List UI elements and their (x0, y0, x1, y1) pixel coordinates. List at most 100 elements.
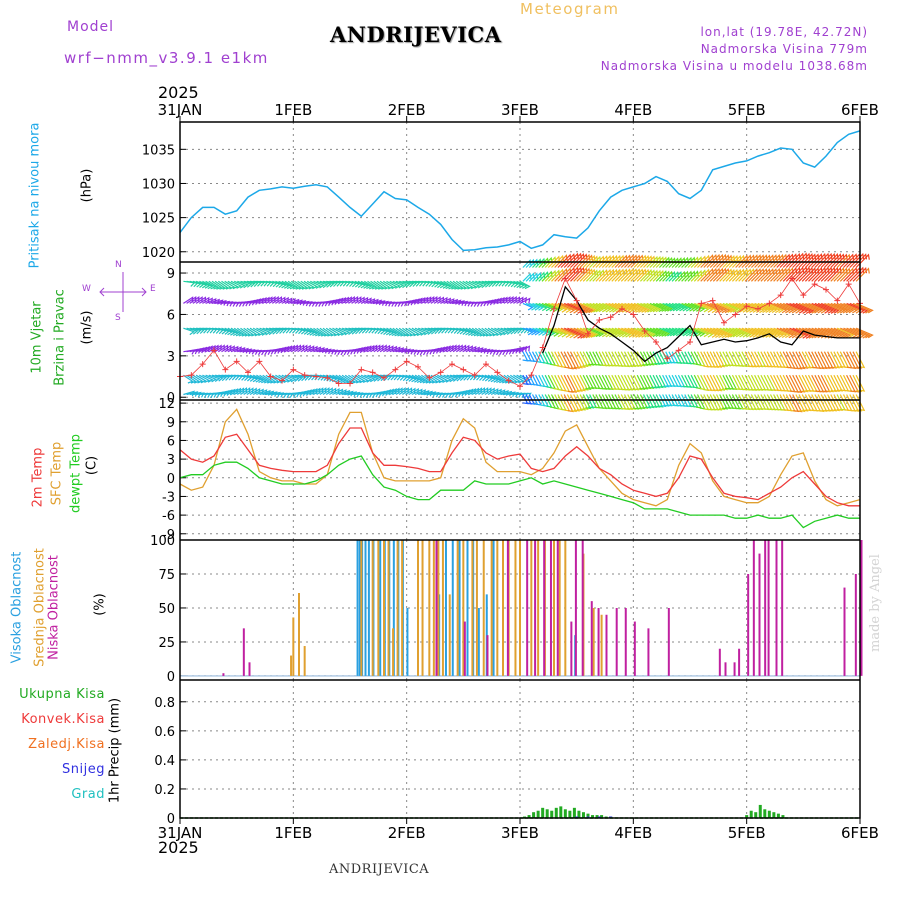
wind-speed-marker (279, 377, 285, 384)
wind-speed-marker (596, 316, 603, 323)
wind-barb (494, 327, 506, 336)
wind-speed-marker (562, 275, 569, 282)
wind-barb (443, 280, 455, 290)
wind-barb (284, 280, 296, 290)
wind-barb (677, 351, 686, 365)
wind-barb (633, 327, 651, 338)
wind-barb (338, 327, 351, 336)
wind-barb (192, 374, 204, 384)
wind-barb (348, 296, 359, 304)
wind-barb (392, 280, 405, 289)
wind-barb (373, 344, 384, 353)
wind-barb (560, 327, 580, 339)
wind-barb (595, 351, 604, 367)
wind-barb (642, 374, 652, 390)
wind-barb (208, 344, 219, 353)
wind-barb (433, 280, 446, 289)
wind-barb (503, 327, 516, 335)
wind-barb (189, 374, 201, 384)
wind-barb (675, 327, 689, 337)
wind-barb (544, 351, 553, 365)
wind-barb (319, 280, 332, 288)
cloud-ytick-label: 25 (158, 636, 175, 651)
wind-barb (208, 280, 220, 290)
wind-barb (643, 302, 659, 313)
wind-barb (449, 280, 461, 290)
wind-barb (687, 302, 702, 312)
x-date-label-bottom: 6FEB (841, 824, 879, 842)
wind-barb (789, 302, 809, 314)
wind-barb (554, 327, 572, 338)
wind-barb (646, 374, 655, 389)
wind-barb (827, 351, 837, 369)
wind-barb (395, 327, 407, 337)
wind-barb (573, 374, 583, 392)
wind-barb (357, 280, 370, 289)
wind-barb (700, 327, 718, 338)
wind-barb (268, 327, 282, 335)
wind-barb (195, 280, 208, 289)
wind-barb (833, 374, 844, 392)
wind-speed-marker (675, 347, 682, 354)
wind-speed-marker (811, 281, 818, 288)
wind-barb (430, 296, 441, 304)
wind-barb (249, 327, 261, 337)
year-top: 2025 (158, 83, 199, 102)
wind-barb (713, 302, 731, 314)
wind-speed-marker (641, 328, 648, 334)
x-date-label-bottom: 5FEB (728, 824, 766, 842)
wind-barb (662, 394, 670, 407)
wind-barb (468, 280, 481, 289)
precip-total-bar (776, 813, 780, 818)
wind-barb (265, 327, 278, 335)
wind-barb (649, 302, 665, 313)
wind-barb (576, 374, 586, 392)
wind-barb (817, 374, 828, 393)
pressure-ytick-label: 1025 (142, 212, 175, 227)
wind-barb (376, 280, 388, 290)
wind-barb (538, 374, 546, 388)
wind-barb (300, 327, 313, 336)
wind-speed-marker (415, 363, 421, 370)
wind-barb (478, 280, 491, 288)
wind-barb (398, 327, 410, 337)
wind-barb (221, 344, 232, 353)
wind-barb (715, 351, 726, 368)
wind-barb (757, 327, 775, 338)
precip-total-bar (591, 815, 595, 818)
wind-barb (544, 374, 553, 389)
wind-barb (373, 280, 385, 290)
wind-barb (728, 394, 738, 410)
wind-barb (275, 346, 287, 353)
temp-ytick-label: 9 (167, 416, 175, 431)
wind-barb (414, 327, 427, 336)
precip-total-bar (559, 806, 563, 818)
wind-barb (817, 302, 837, 314)
wind-barb (506, 327, 520, 335)
wind-barb (798, 351, 809, 369)
wind-speed-marker (777, 292, 784, 299)
wind-barb (719, 327, 736, 338)
wind-barb (303, 345, 315, 353)
wind-speed-marker (766, 300, 773, 307)
wind-barb (319, 327, 331, 337)
wind-barb (681, 374, 689, 388)
precip-total-bar (563, 809, 567, 818)
wind-barb (341, 327, 354, 335)
wind-barb (506, 296, 517, 304)
wind-barb (341, 374, 353, 384)
wind-barb (214, 344, 225, 353)
wind-barb (449, 374, 462, 382)
temp-ytick-label: -9 (162, 528, 175, 543)
pressure-ytick-label: 1035 (142, 143, 175, 158)
temp-ytick-label: 0 (167, 472, 175, 487)
wind-barb (827, 327, 846, 339)
wind-barb (589, 374, 598, 390)
wind-barb (433, 374, 445, 384)
wind-barb (259, 374, 271, 384)
wind-barb (582, 327, 600, 338)
wind-barb (437, 280, 449, 289)
wind-barb (782, 302, 802, 314)
wind-barb (351, 296, 362, 304)
x-date-label-bottom: 31JAN (158, 824, 203, 842)
